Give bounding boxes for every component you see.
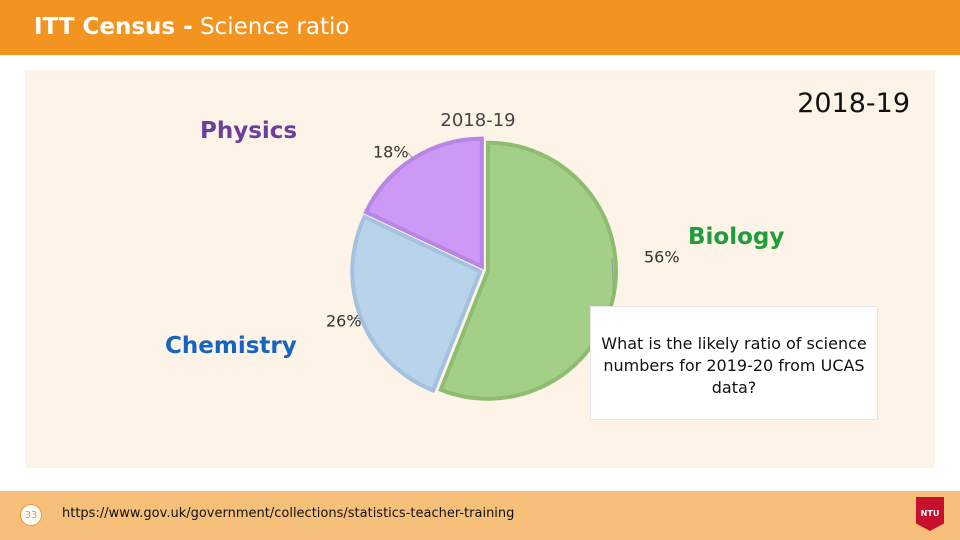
- leader-line-chemistry: [351, 317, 362, 320]
- pie-slice-biology: [438, 140, 618, 401]
- ntu-logo: NTU: [916, 497, 944, 531]
- pct-label-chemistry: 26%: [326, 312, 362, 331]
- callout-text: What is the likely ratio of science numb…: [601, 334, 867, 397]
- slide-title: ITT Census - Science ratio: [34, 14, 349, 40]
- pie-slice-physics: [363, 136, 484, 270]
- footer-bar: [0, 491, 960, 540]
- question-callout: What is the likely ratio of science numb…: [590, 306, 878, 420]
- chart-title: 2018-19: [440, 110, 515, 131]
- leader-line-physics: [407, 152, 414, 159]
- source-url[interactable]: https://www.gov.uk/government/collection…: [62, 506, 515, 521]
- header-bar: ITT Census - Science ratio: [0, 0, 960, 55]
- label-chemistry: Chemistry: [165, 333, 297, 359]
- pie-slice-chemistry: [350, 214, 483, 394]
- slide-title-rest: Science ratio: [192, 14, 350, 40]
- pct-label-physics: 18%: [373, 143, 409, 162]
- label-physics: Physics: [200, 118, 298, 144]
- page-number: 33: [20, 504, 42, 526]
- label-biology: Biology: [688, 224, 785, 250]
- pct-label-biology: 56%: [644, 248, 680, 267]
- leader-line-biology: [611, 257, 615, 295]
- year-heading: 2018-19: [797, 88, 910, 119]
- slide-title-bold: ITT Census -: [34, 14, 193, 40]
